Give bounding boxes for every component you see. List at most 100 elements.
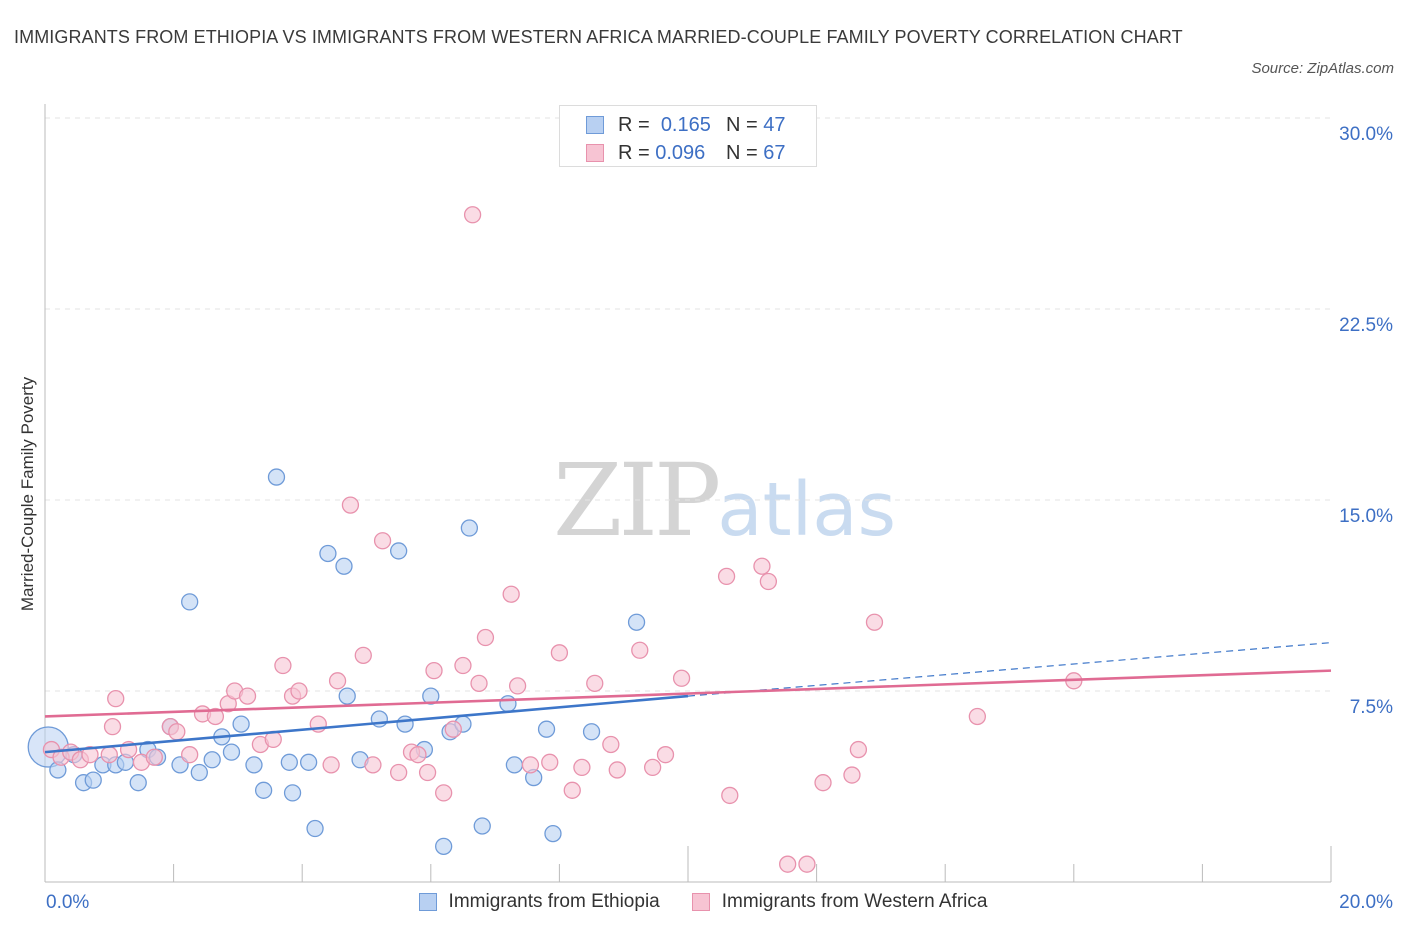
point-ethiopia — [299, 753, 318, 771]
trend-lines — [44, 642, 1332, 754]
series-legend: Immigrants from Ethiopia Immigrants from… — [0, 888, 1406, 916]
x-tick-label: 20.0% — [1339, 892, 1393, 913]
point-ethiopia — [190, 763, 208, 782]
point-western-africa — [373, 532, 392, 550]
point-western-africa — [206, 707, 225, 726]
legend-item-ethiopia: Immigrants from Ethiopia — [418, 891, 660, 913]
data-points — [27, 206, 1083, 873]
point-western-africa — [470, 674, 488, 693]
point-western-africa — [238, 687, 257, 705]
point-western-africa — [454, 656, 472, 675]
correlation-legend: R = 0.165 N = 47 R = 0.096 N = 67 — [559, 105, 817, 167]
legend-n-label: N = — [726, 113, 758, 136]
point-western-africa — [181, 746, 199, 764]
point-western-africa — [502, 585, 520, 603]
x-tick-label: 0.0% — [46, 892, 89, 913]
point-western-africa — [717, 567, 736, 586]
point-western-africa — [672, 669, 691, 687]
legend-label-ethiopia: Immigrants from Ethiopia — [448, 891, 660, 912]
point-ethiopia — [582, 723, 601, 741]
point-ethiopia — [306, 819, 324, 838]
point-western-africa — [779, 855, 797, 873]
point-western-africa — [354, 646, 372, 664]
point-western-africa — [521, 756, 540, 774]
y-tick-label: 30.0% — [1339, 124, 1393, 145]
point-western-africa — [814, 774, 832, 792]
point-western-africa — [107, 689, 125, 708]
point-ethiopia — [254, 781, 273, 799]
point-ethiopia — [181, 593, 199, 611]
legend-label-western-africa: Immigrants from Western Africa — [721, 891, 988, 912]
chart-title: IMMIGRANTS FROM ETHIOPIA VS IMMIGRANTS F… — [14, 27, 1183, 47]
point-ethiopia — [389, 542, 408, 560]
point-ethiopia — [245, 756, 263, 774]
legend-swatch-western-africa — [586, 144, 604, 162]
legend-row-western-africa: R = 0.096 N = 67 — [586, 139, 786, 167]
point-western-africa — [103, 718, 122, 736]
point-western-africa — [602, 735, 620, 754]
point-western-africa — [476, 628, 495, 647]
legend-r-label: R = — [618, 141, 650, 164]
point-western-africa — [418, 763, 437, 782]
point-western-africa — [643, 758, 662, 777]
legend-n-value-ethiopia: 47 — [763, 113, 786, 136]
point-western-africa — [425, 661, 443, 680]
point-ethiopia — [460, 519, 479, 537]
point-ethiopia — [283, 784, 302, 802]
point-western-africa — [798, 855, 816, 873]
point-western-africa — [563, 781, 581, 799]
legend-swatch-western-africa — [691, 893, 710, 911]
point-ethiopia — [222, 743, 241, 761]
point-western-africa — [608, 761, 626, 779]
point-western-africa — [168, 723, 186, 741]
point-ethiopia — [338, 687, 356, 705]
legend-r-value-ethiopia: 0.165 — [660, 113, 711, 136]
point-ethiopia — [627, 613, 646, 631]
point-ethiopia — [232, 715, 250, 733]
y-tick-label: 7.5% — [1350, 697, 1393, 718]
gridlines — [45, 117, 1331, 692]
legend-row-ethiopia: R = 0.165 N = 47 — [586, 111, 786, 139]
axis-ticks — [44, 846, 1332, 882]
point-ethiopia — [422, 687, 440, 705]
point-western-africa — [865, 613, 884, 631]
trend-extension-ethiopia — [687, 642, 1332, 697]
y-axis-label: Married-Couple Family Poverty — [18, 376, 37, 612]
point-ethiopia — [435, 837, 453, 855]
point-western-africa — [463, 206, 482, 224]
point-western-africa — [341, 496, 360, 514]
point-western-africa — [508, 677, 527, 695]
point-ethiopia — [473, 817, 491, 835]
point-western-africa — [541, 753, 559, 771]
tick-labels: 7.5% 15.0% 22.5% 30.0% 0.0% 20.0% — [46, 124, 1393, 913]
axes — [44, 104, 1331, 883]
point-ethiopia — [280, 753, 298, 771]
point-western-africa — [274, 656, 292, 675]
point-western-africa — [753, 557, 771, 575]
watermark-atlas: atlas — [717, 467, 897, 553]
point-western-africa — [100, 746, 118, 764]
point-ethiopia — [335, 557, 353, 575]
point-western-africa — [444, 720, 462, 738]
legend-r-value-western-africa: 0.096 — [655, 141, 706, 164]
legend-n-label: N = — [726, 141, 758, 164]
point-western-africa — [389, 763, 408, 782]
point-western-africa — [81, 746, 99, 764]
point-western-africa — [364, 756, 382, 774]
legend-swatch-ethiopia — [418, 893, 437, 911]
legend-r-label: R = — [618, 113, 650, 136]
legend-n-value-western-africa: 67 — [763, 141, 786, 164]
point-western-africa — [290, 682, 308, 700]
y-tick-label: 22.5% — [1339, 315, 1393, 336]
point-western-africa — [322, 756, 340, 774]
point-ethiopia — [499, 695, 517, 713]
point-western-africa — [759, 572, 778, 591]
watermark: ZIPatlas — [553, 442, 896, 559]
point-western-africa — [631, 641, 649, 659]
point-ethiopia — [84, 771, 102, 789]
point-western-africa — [843, 766, 861, 784]
point-western-africa — [573, 758, 591, 777]
y-tick-label: 15.0% — [1339, 506, 1393, 527]
point-western-africa — [968, 707, 986, 726]
point-western-africa — [586, 674, 604, 693]
